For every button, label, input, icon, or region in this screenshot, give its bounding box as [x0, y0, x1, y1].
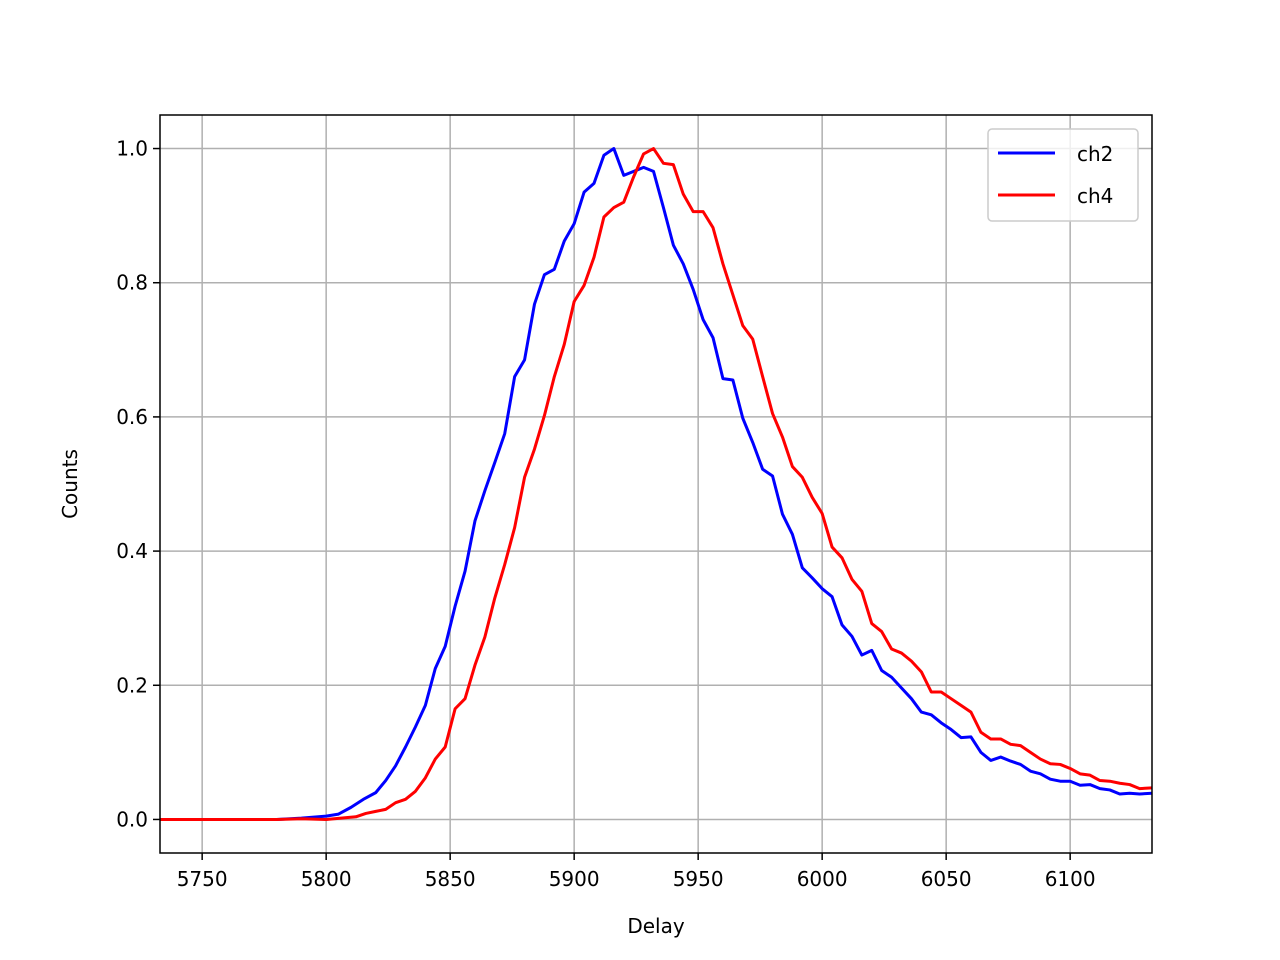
legend-label-ch2: ch2	[1077, 142, 1113, 166]
series-line-ch2	[160, 147, 1152, 821]
x-tick-label: 5900	[549, 867, 600, 891]
y-axis-label: Counts	[58, 449, 82, 519]
x-tick-label: 6000	[797, 867, 848, 891]
axis-ticks: 5750 5800 5850 5900 5950 6000 6050 6100 0.0 0.2 0.…	[116, 137, 1095, 891]
y-tick-label: 0.4	[116, 539, 148, 563]
y-tick-label: 0.8	[116, 271, 148, 295]
data-series	[160, 147, 1152, 821]
legend-label-ch4: ch4	[1077, 184, 1113, 208]
series-line-ch4	[160, 147, 1152, 821]
plot-area-frame	[159, 114, 1153, 854]
x-tick-label: 5950	[673, 867, 724, 891]
y-tick-label: 1.0	[116, 137, 148, 161]
x-tick-label: 6100	[1045, 867, 1096, 891]
x-tick-label: 5800	[301, 867, 352, 891]
legend: ch2 ch4	[987, 128, 1139, 222]
x-tick-label: 5750	[177, 867, 228, 891]
y-tick-label: 0.2	[116, 673, 148, 697]
y-tick-label: 0.6	[116, 405, 148, 429]
y-tick-label: 0.0	[116, 807, 148, 831]
x-tick-label: 5850	[425, 867, 476, 891]
x-tick-label: 6050	[921, 867, 972, 891]
x-axis-label: Delay	[627, 914, 685, 938]
legend-box	[987, 128, 1139, 222]
